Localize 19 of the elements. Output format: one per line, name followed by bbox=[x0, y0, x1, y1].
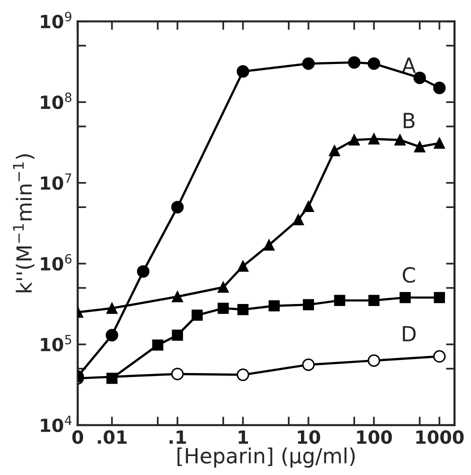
y-tick-label: 10$^{8}$ bbox=[40, 92, 72, 110]
series-label: C bbox=[402, 267, 416, 283]
y-tick-label: 10$^{9}$ bbox=[40, 12, 72, 28]
series-label: D bbox=[402, 326, 416, 342]
y-tick-label: 10$^{4}$ bbox=[40, 416, 72, 432]
series-label: B bbox=[404, 112, 415, 128]
x-tick-label: 10 bbox=[298, 430, 320, 444]
x-tick-label: 1 bbox=[238, 430, 248, 444]
y-tick-label: 10$^{5}$ bbox=[40, 334, 72, 352]
x-tick-label: .1 bbox=[170, 430, 186, 444]
y-axis-title: k''(M$^{−1}$min$^{−1}$) bbox=[13, 154, 34, 292]
series-label: A bbox=[402, 58, 416, 73]
y-tick-label: 10$^{7}$ bbox=[40, 173, 72, 190]
x-tick-label: 100 bbox=[357, 430, 392, 444]
x-tick-label: .01 bbox=[98, 430, 127, 444]
y-tick-label: 10$^{6}$ bbox=[40, 254, 72, 271]
x-tick-label: 0 bbox=[72, 430, 84, 444]
x-tick-label: 1000 bbox=[416, 430, 464, 444]
x-axis-title: [Heparin] (μg/ml) bbox=[178, 447, 355, 468]
